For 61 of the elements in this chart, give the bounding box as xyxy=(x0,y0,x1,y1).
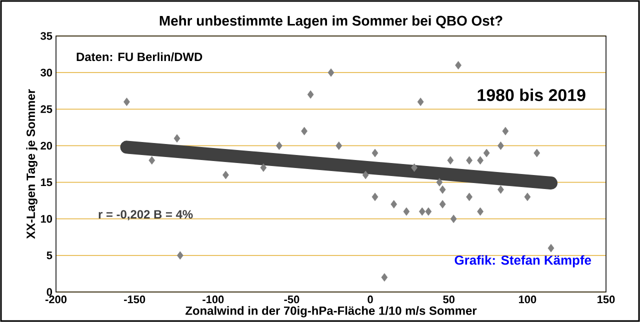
point xyxy=(439,185,446,194)
y-axis-title: XX-Lagen Tage je Sommer xyxy=(26,89,38,239)
point xyxy=(455,61,462,70)
x-tick-label: -100 xyxy=(202,296,224,304)
point xyxy=(176,251,184,260)
point xyxy=(439,200,446,208)
point xyxy=(548,244,554,252)
annotation: Daten: FU Berlin/DWD xyxy=(76,52,202,62)
point xyxy=(534,148,540,158)
point xyxy=(466,192,472,202)
y-tick-label: 25 xyxy=(40,105,52,114)
point xyxy=(477,156,484,165)
annotation: Grafik: Stefan Kämpfe xyxy=(454,255,592,268)
point xyxy=(372,192,378,202)
point xyxy=(450,214,457,224)
y-tick-label: 15 xyxy=(40,178,52,186)
point xyxy=(425,207,432,216)
point xyxy=(174,134,180,143)
y-tick-label: 20 xyxy=(40,142,52,150)
point xyxy=(418,207,426,216)
x-tick-label: 0 xyxy=(368,296,373,304)
chart-title: Mehr unbestimmte Lagen im Sommer bei QBO Ost? xyxy=(160,15,502,28)
x-tick-label: -50 xyxy=(284,296,300,304)
point xyxy=(502,126,509,136)
point xyxy=(336,142,342,150)
point xyxy=(328,68,334,77)
point xyxy=(477,207,484,216)
point xyxy=(390,200,398,208)
annotation: r = -0,202 B = 4% xyxy=(98,210,193,220)
point xyxy=(276,142,282,150)
point xyxy=(498,185,504,194)
x-tick-label: 100 xyxy=(518,296,536,304)
y-tick-label: 30 xyxy=(40,68,52,76)
point xyxy=(417,98,424,106)
point xyxy=(411,163,418,172)
y-tick-label: 10 xyxy=(40,214,52,223)
x-tick-label: -200 xyxy=(45,296,67,304)
point xyxy=(436,178,443,186)
point xyxy=(307,90,314,99)
annotation: 1980 bis 2019 xyxy=(478,88,586,102)
point xyxy=(260,163,267,172)
x-tick-label: -150 xyxy=(124,296,146,304)
x-tick-label: 150 xyxy=(598,296,615,304)
point xyxy=(403,207,410,216)
point xyxy=(372,148,378,158)
point xyxy=(483,148,490,158)
point xyxy=(362,170,369,180)
y-tick-label: 0 xyxy=(46,288,52,296)
x-tick-label: 50 xyxy=(443,296,454,304)
point xyxy=(148,156,156,165)
y-tick-label: 5 xyxy=(46,252,52,260)
point xyxy=(466,156,472,165)
point xyxy=(447,156,454,165)
point xyxy=(222,170,229,180)
x-axis-title: Zonalwind in der 70ig-hPa-Fläche 1/10 m/s Sommer xyxy=(186,306,477,318)
point xyxy=(498,142,504,150)
point xyxy=(301,126,308,136)
point xyxy=(524,192,531,202)
y-tick-label: 35 xyxy=(40,32,52,40)
point xyxy=(124,98,130,106)
point xyxy=(381,273,388,282)
